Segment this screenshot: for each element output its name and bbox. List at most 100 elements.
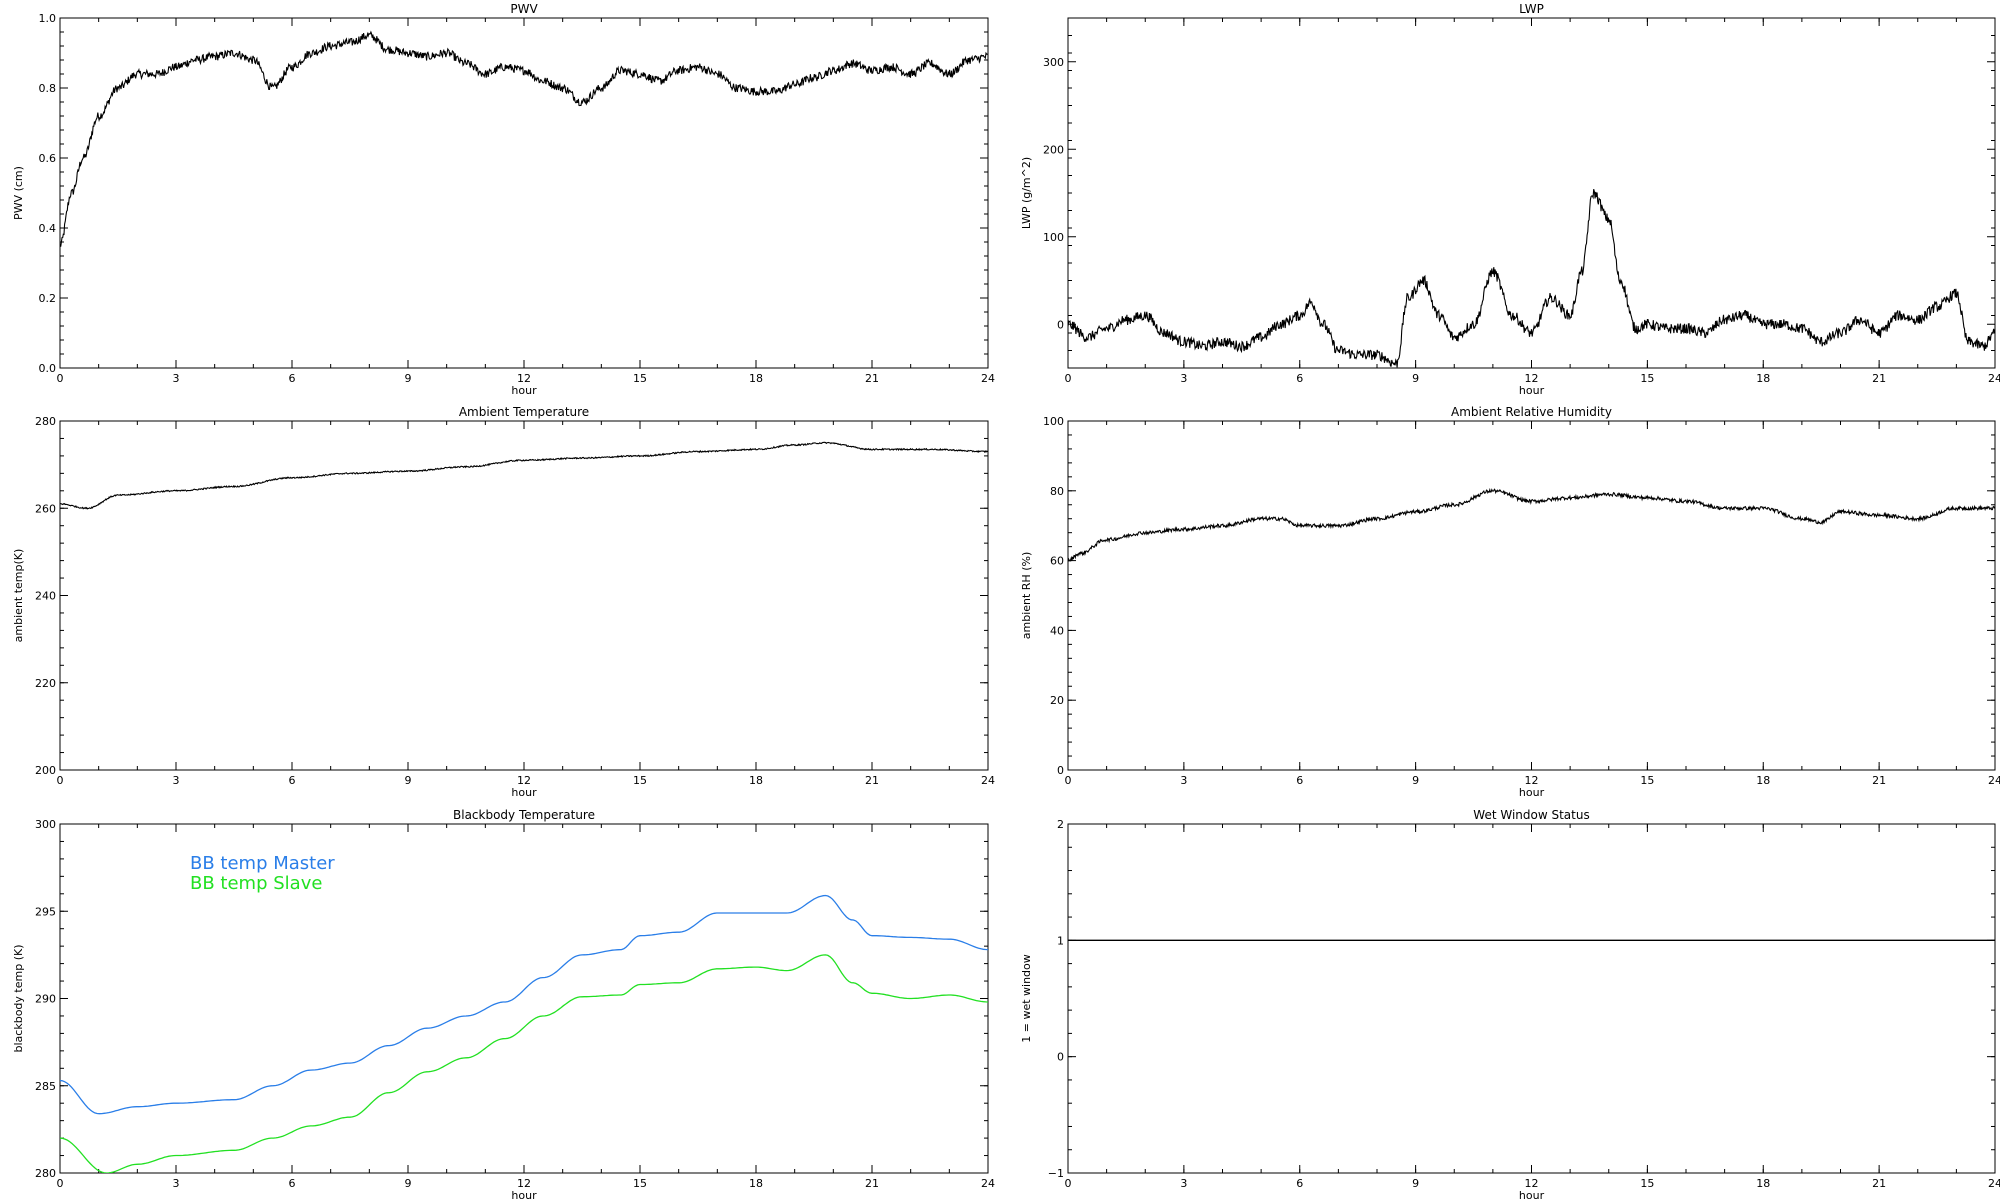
x-tick-label: 9 (1412, 1177, 1419, 1190)
plot-frame (1067, 823, 1996, 1174)
x-axis-label: hour (511, 384, 537, 397)
x-tick-label: 6 (1296, 774, 1303, 787)
x-tick-label: 24 (981, 1177, 995, 1190)
chart-panel-2: LWP 0 3 6 9 12 15 18 21 24 hour 0 100 200 300 LWP (g/m^… (1020, 2, 2000, 397)
y-tick-label: 295 (35, 905, 56, 918)
x-tick-label: 18 (749, 372, 763, 385)
y-axis-label: ambient temp(K) (12, 549, 25, 643)
y-tick-label: 60 (1050, 555, 1064, 568)
y-tick-label: 0 (1057, 1051, 1064, 1064)
chart-panel-1: PWV 0 3 6 9 12 15 18 21 24 hour 0.0 0.2 0.4 0.6 0.8 1.0 P… (12, 2, 995, 397)
x-tick-label: 15 (633, 774, 647, 787)
x-tick-label: 24 (1988, 1177, 2000, 1190)
x-tick-label: 6 (1296, 372, 1303, 385)
x-axis-label: hour (1519, 384, 1545, 397)
chart-title: Blackbody Temperature (453, 808, 595, 822)
x-tick-label: 6 (1296, 1177, 1303, 1190)
x-tick-label: 6 (289, 774, 296, 787)
x-tick-label: 24 (1988, 774, 2000, 787)
x-tick-label: 6 (289, 372, 296, 385)
x-tick-label: 0 (1065, 1177, 1072, 1190)
x-tick-label: 15 (1640, 774, 1654, 787)
x-tick-label: 9 (1412, 774, 1419, 787)
y-axis-label: LWP (g/m^2) (1020, 157, 1033, 229)
x-tick-label: 3 (173, 774, 180, 787)
x-tick-label: 21 (865, 1177, 879, 1190)
legend-entry-2: BB temp Slave (190, 873, 322, 894)
series-line-2 (60, 954, 988, 1173)
x-axis-label: hour (511, 1189, 537, 1200)
x-tick-label: 0 (57, 372, 64, 385)
series-line-1 (60, 894, 988, 1115)
chart-title: Wet Window Status (1473, 808, 1589, 822)
x-tick-label: 3 (1180, 774, 1187, 787)
plot-frame (1067, 420, 1996, 771)
plot-frame (59, 17, 989, 369)
y-tick-label: 1 (1057, 934, 1064, 947)
x-tick-label: 9 (405, 774, 412, 787)
x-tick-label: 24 (981, 774, 995, 787)
x-tick-label: 15 (633, 1177, 647, 1190)
x-tick-label: 18 (749, 774, 763, 787)
x-tick-label: 15 (633, 372, 647, 385)
x-tick-label: 12 (1525, 774, 1539, 787)
x-tick-label: 24 (1988, 372, 2000, 385)
y-tick-label: 20 (1050, 694, 1064, 707)
chart-panel-3: Ambient Temperature 0 3 6 9 12 15 18 21 24 hour 200… (12, 405, 995, 799)
chart-title: Ambient Temperature (459, 405, 589, 419)
x-tick-label: 21 (1872, 774, 1886, 787)
series-line-1 (1068, 189, 1995, 368)
legend-entry-1: BB temp Master (190, 853, 335, 874)
x-tick-label: 21 (865, 774, 879, 787)
x-tick-label: 18 (1756, 774, 1770, 787)
y-tick-label: 0 (1057, 764, 1064, 777)
y-tick-label: 280 (35, 1167, 56, 1180)
y-tick-label: 0 (1057, 318, 1064, 331)
plot-frame (1067, 17, 1996, 369)
x-tick-label: 12 (517, 1177, 531, 1190)
y-tick-label: 100 (1043, 415, 1064, 428)
y-axis-label: PWV (cm) (12, 166, 25, 220)
x-tick-label: 3 (1180, 372, 1187, 385)
y-tick-label: 40 (1050, 624, 1064, 637)
y-axis-label: blackbody temp (K) (12, 945, 25, 1053)
x-tick-label: 0 (1065, 372, 1072, 385)
y-axis-label: ambient RH (%) (1020, 552, 1033, 640)
y-tick-label: 0.0 (39, 362, 57, 375)
y-tick-label: 285 (35, 1080, 56, 1093)
x-tick-label: 18 (749, 1177, 763, 1190)
x-tick-label: 21 (865, 372, 879, 385)
x-tick-label: 9 (405, 1177, 412, 1190)
y-tick-label: 300 (1043, 56, 1064, 69)
x-tick-label: 12 (517, 774, 531, 787)
x-tick-label: 9 (405, 372, 412, 385)
x-tick-label: 18 (1756, 372, 1770, 385)
y-tick-label: 200 (35, 764, 56, 777)
x-tick-label: 12 (517, 372, 531, 385)
chart-title: PWV (510, 2, 538, 16)
y-tick-label: 280 (35, 415, 56, 428)
x-tick-label: 6 (289, 1177, 296, 1190)
x-tick-label: 12 (1525, 372, 1539, 385)
x-tick-label: 15 (1640, 1177, 1654, 1190)
y-tick-label: 100 (1043, 231, 1064, 244)
x-tick-label: 21 (1872, 372, 1886, 385)
y-tick-label: 80 (1050, 485, 1064, 498)
x-tick-label: 3 (1180, 1177, 1187, 1190)
y-tick-label: 0.6 (39, 152, 57, 165)
chart-panel-5: Blackbody Temperature 0 3 6 9 12 15 18 21 24 hour 2… (12, 808, 995, 1200)
y-tick-label: 0.2 (39, 292, 57, 305)
x-tick-label: 0 (57, 774, 64, 787)
x-tick-label: 21 (1872, 1177, 1886, 1190)
chart-title: LWP (1519, 2, 1544, 16)
y-tick-label: 0.8 (39, 82, 57, 95)
x-axis-label: hour (1519, 786, 1545, 799)
series-line-1 (60, 30, 988, 247)
y-tick-label: 0.4 (39, 222, 57, 235)
x-tick-label: 9 (1412, 372, 1419, 385)
y-tick-label: 1.0 (39, 12, 57, 25)
chart-title: Ambient Relative Humidity (1451, 405, 1612, 419)
x-tick-label: 0 (57, 1177, 64, 1190)
y-tick-label: −1 (1048, 1167, 1064, 1180)
